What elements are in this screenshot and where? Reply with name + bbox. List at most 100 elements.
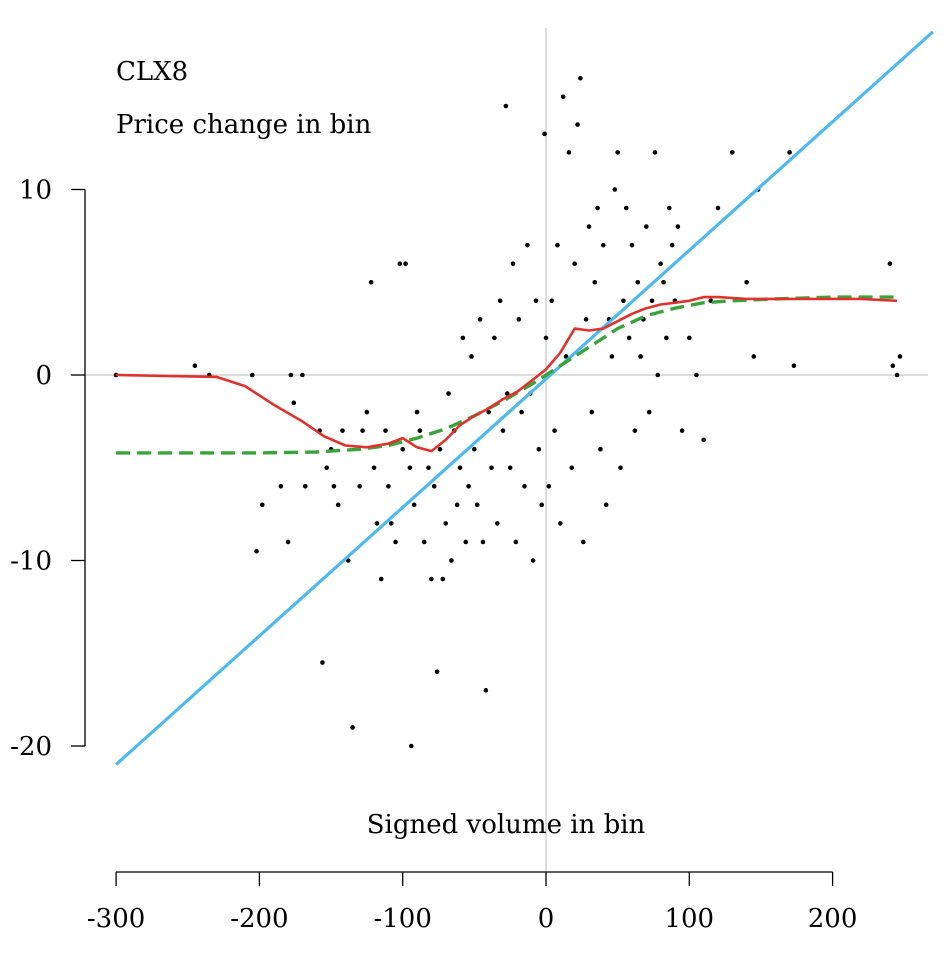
data-point — [500, 428, 506, 433]
data-point — [357, 484, 363, 489]
data-point — [364, 409, 370, 415]
x-tick-label: -100 — [373, 904, 431, 934]
data-point — [583, 317, 589, 322]
data-point — [744, 279, 749, 285]
data-point — [669, 242, 675, 248]
x-tick-label: 0 — [538, 904, 555, 934]
y-tick-label: -10 — [10, 547, 52, 577]
data-point — [612, 187, 618, 192]
data-point — [635, 279, 641, 285]
data-point — [592, 279, 598, 285]
data-point — [300, 372, 305, 378]
data-point — [503, 103, 509, 109]
x-tick-label: -200 — [230, 904, 288, 934]
data-point — [687, 335, 692, 341]
data-point — [598, 446, 603, 452]
data-point — [638, 354, 643, 359]
data-point — [621, 298, 626, 304]
data-point — [426, 465, 431, 471]
data-point — [632, 428, 638, 433]
data-point — [288, 372, 294, 378]
data-point — [626, 335, 632, 341]
green-dashed-curve — [116, 295, 898, 455]
linear-fit-line — [115, 30, 934, 766]
data-point — [652, 150, 658, 155]
data-point — [421, 539, 427, 545]
data-point — [388, 521, 394, 526]
data-point — [516, 317, 522, 322]
data-point — [449, 558, 454, 563]
x-tick-label: 200 — [808, 904, 858, 934]
data-point — [603, 502, 609, 508]
data-point — [457, 465, 463, 471]
data-point — [466, 484, 471, 489]
data-point — [302, 484, 308, 489]
data-point — [536, 446, 542, 452]
data-point — [259, 502, 265, 508]
data-point — [519, 409, 524, 415]
data-point — [675, 224, 681, 229]
data-point — [474, 502, 480, 508]
data-point — [486, 409, 491, 415]
x-tick-label: 100 — [664, 904, 714, 934]
data-point — [285, 539, 291, 545]
data-point — [563, 354, 569, 359]
data-point — [694, 372, 699, 378]
data-point — [646, 409, 652, 415]
data-point — [510, 261, 516, 267]
data-point — [460, 335, 466, 341]
data-point — [331, 484, 337, 489]
data-point — [360, 428, 365, 433]
data-point — [417, 428, 423, 433]
chart-subtitle: Price change in bin — [116, 110, 372, 140]
data-point — [595, 205, 600, 211]
data-point — [400, 446, 406, 452]
data-point — [679, 428, 685, 433]
data-point — [664, 335, 669, 341]
data-point — [522, 484, 527, 489]
data-point — [572, 261, 577, 267]
data-point — [371, 465, 377, 471]
data-point — [658, 261, 663, 267]
data-point — [629, 242, 635, 248]
data-point — [454, 502, 460, 508]
data-point — [480, 539, 486, 545]
data-point — [644, 224, 649, 229]
data-point — [791, 363, 797, 369]
data-point — [525, 242, 530, 248]
data-point — [192, 363, 198, 369]
data-point — [403, 261, 408, 267]
data-point — [623, 205, 629, 211]
data-point — [408, 743, 414, 749]
data-point — [505, 391, 510, 396]
data-point — [666, 205, 672, 211]
data-point — [533, 298, 539, 304]
data-point — [431, 484, 437, 489]
data-point — [539, 502, 545, 508]
data-point — [437, 446, 443, 452]
data-point — [383, 428, 388, 433]
data-point — [530, 558, 536, 563]
data-point — [897, 354, 903, 359]
data-point — [472, 446, 477, 452]
data-point — [549, 298, 555, 304]
data-point — [560, 94, 566, 100]
data-point — [291, 400, 297, 406]
data-point — [414, 409, 420, 415]
data-point — [580, 539, 586, 545]
data-point — [393, 539, 398, 545]
data-point — [350, 725, 355, 730]
data-point — [890, 363, 896, 369]
data-point — [335, 502, 341, 508]
data-point — [340, 428, 345, 433]
data-point — [542, 131, 547, 137]
data-point — [751, 354, 757, 359]
data-point — [483, 688, 489, 693]
data-point — [429, 576, 434, 582]
data-point — [787, 150, 792, 155]
data-point — [434, 669, 440, 675]
data-point — [701, 437, 706, 443]
red-curve — [116, 295, 898, 453]
data-point — [254, 548, 259, 554]
